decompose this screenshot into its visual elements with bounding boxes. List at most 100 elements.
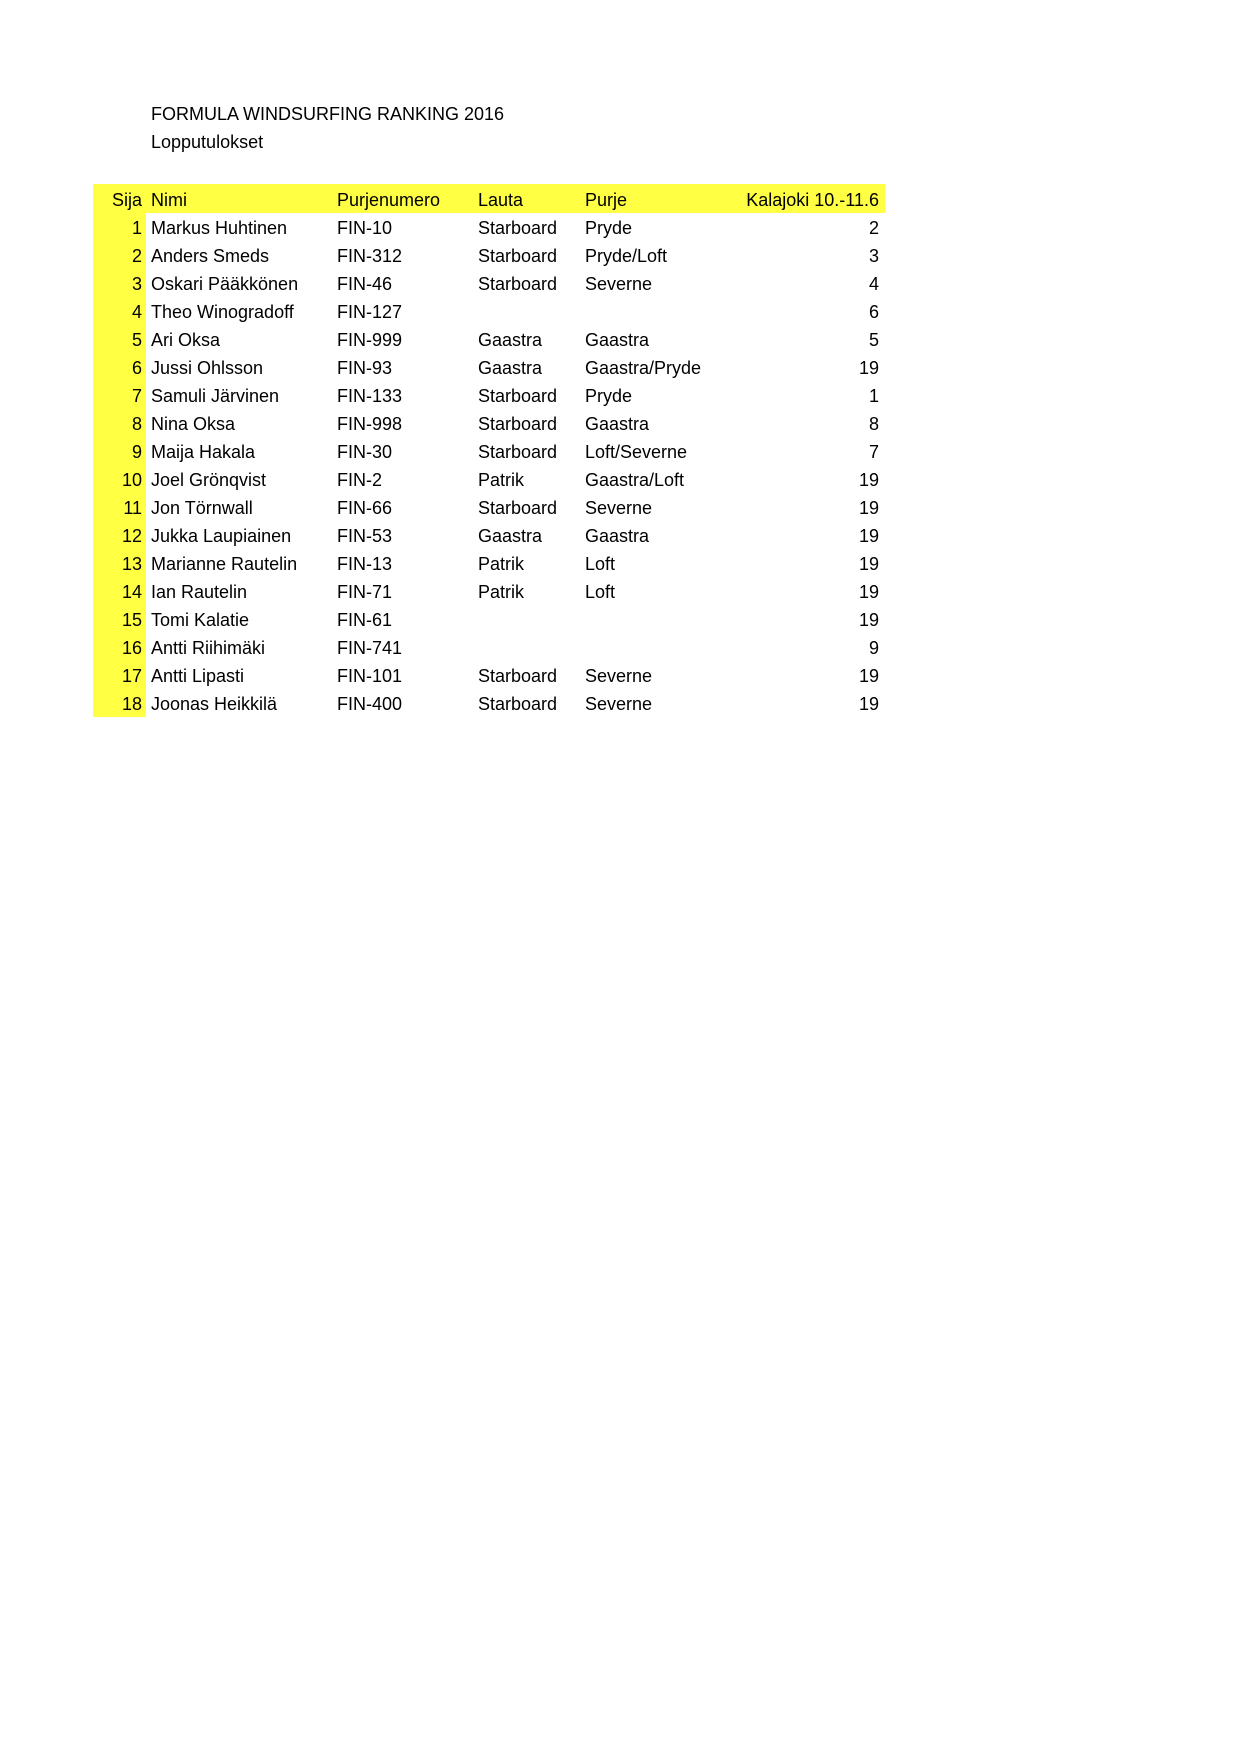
cell-purje: Pryde xyxy=(585,218,633,238)
cell-kalajoki: 19 xyxy=(858,610,879,630)
cell-sija: 14 xyxy=(121,582,142,602)
cell-purjenumero: FIN-998 xyxy=(337,414,403,434)
cell-sija: 16 xyxy=(121,638,142,658)
cell-lauta: Gaastra xyxy=(478,330,543,350)
cell-sija: 2 xyxy=(131,246,142,266)
cell-sija: 13 xyxy=(121,554,142,574)
cell-sija: 18 xyxy=(121,694,142,714)
cell-nimi: Antti Riihimäki xyxy=(151,638,266,658)
cell-lauta: Patrik xyxy=(478,554,525,574)
table-row: 3 Oskari Pääkkönen FIN-46 Starboard Severne 4 xyxy=(0,270,1240,298)
cell-kalajoki: 19 xyxy=(858,554,879,574)
cell-kalajoki: 19 xyxy=(858,526,879,546)
cell-lauta: Starboard xyxy=(478,498,558,518)
cell-sija: 6 xyxy=(131,358,142,378)
cell-purjenumero: FIN-101 xyxy=(337,666,403,686)
cell-kalajoki: 3 xyxy=(868,246,879,266)
cell-sija: 11 xyxy=(123,498,142,518)
cell-lauta: Gaastra xyxy=(478,526,543,546)
cell-kalajoki: 6 xyxy=(868,302,879,322)
cell-purjenumero: FIN-46 xyxy=(337,274,393,294)
cell-nimi: Ian Rautelin xyxy=(151,582,248,602)
cell-lauta: Starboard xyxy=(478,386,558,406)
cell-sija: 1 xyxy=(131,218,142,238)
header-purjenumero: Purjenumero xyxy=(337,190,441,210)
cell-sija: 12 xyxy=(121,526,142,546)
cell-lauta: Starboard xyxy=(478,666,558,686)
table-row: 16 Antti Riihimäki FIN-741 9 xyxy=(0,634,1240,662)
cell-kalajoki: 19 xyxy=(858,358,879,378)
cell-lauta: Starboard xyxy=(478,694,558,714)
header-highlight xyxy=(93,184,885,213)
header-kalajoki: Kalajoki 10.-11.6 xyxy=(746,190,879,210)
cell-nimi: Theo Winogradoff xyxy=(151,302,294,322)
cell-purjenumero: FIN-66 xyxy=(337,498,393,518)
page-subtitle: Lopputulokset xyxy=(151,132,264,152)
cell-purje: Gaastra xyxy=(585,330,650,350)
cell-nimi: Jon Törnwall xyxy=(151,498,253,518)
table-row: 18 Joonas Heikkilä FIN-400 Starboard Severne… xyxy=(0,690,1240,718)
table-row: 1 Markus Huhtinen FIN-10 Starboard Pryde 2 xyxy=(0,214,1240,242)
cell-nimi: Samuli Järvinen xyxy=(151,386,280,406)
cell-purje: Gaastra/Pryde xyxy=(585,358,702,378)
cell-kalajoki: 19 xyxy=(858,694,879,714)
header-nimi: Nimi xyxy=(151,190,187,210)
cell-nimi: Ari Oksa xyxy=(151,330,221,350)
rank-column-highlight xyxy=(93,184,146,717)
cell-nimi: Tomi Kalatie xyxy=(151,610,250,630)
cell-kalajoki: 7 xyxy=(868,442,879,462)
cell-nimi: Maija Hakala xyxy=(151,442,256,462)
table-row: 14 Ian Rautelin FIN-71 Patrik Loft 19 xyxy=(0,578,1240,606)
cell-nimi: Oskari Pääkkönen xyxy=(151,274,299,294)
cell-lauta: Gaastra xyxy=(478,358,543,378)
cell-lauta: Starboard xyxy=(478,274,558,294)
cell-nimi: Markus Huhtinen xyxy=(151,218,288,238)
table-row: 9 Maija Hakala FIN-30 Starboard Loft/Severne… xyxy=(0,438,1240,466)
cell-sija: 17 xyxy=(121,666,142,686)
cell-purjenumero: FIN-127 xyxy=(337,302,403,322)
cell-purjenumero: FIN-741 xyxy=(337,638,403,658)
cell-sija: 3 xyxy=(131,274,142,294)
cell-lauta: Patrik xyxy=(478,470,525,490)
cell-sija: 9 xyxy=(131,442,142,462)
cell-nimi: Jukka Laupiainen xyxy=(151,526,292,546)
cell-purje: Pryde/Loft xyxy=(585,246,668,266)
cell-purje: Severne xyxy=(585,498,653,518)
table-row: 5 Ari Oksa FIN-999 Gaastra Gaastra 5 xyxy=(0,326,1240,354)
cell-purjenumero: FIN-93 xyxy=(337,358,393,378)
cell-purje: Severne xyxy=(585,694,653,714)
cell-sija: 15 xyxy=(121,610,142,630)
cell-purje: Gaastra/Loft xyxy=(585,470,685,490)
cell-sija: 4 xyxy=(131,302,142,322)
table-row: 6 Jussi Ohlsson FIN-93 Gaastra Gaastra/Pryde… xyxy=(0,354,1240,382)
table-row: 11 Jon Törnwall FIN-66 Starboard Severne 19 xyxy=(0,494,1240,522)
cell-nimi: Joonas Heikkilä xyxy=(151,694,278,714)
cell-nimi: Jussi Ohlsson xyxy=(151,358,264,378)
cell-purjenumero: FIN-61 xyxy=(337,610,393,630)
cell-purje: Gaastra xyxy=(585,414,650,434)
cell-lauta: Starboard xyxy=(478,442,558,462)
table-row: 17 Antti Lipasti FIN-101 Starboard Severne 19 xyxy=(0,662,1240,690)
header-purje: Purje xyxy=(585,190,628,210)
cell-sija: 5 xyxy=(131,330,142,350)
cell-purje: Gaastra xyxy=(585,526,650,546)
cell-sija: 7 xyxy=(131,386,142,406)
cell-lauta: Patrik xyxy=(478,582,525,602)
cell-purjenumero: FIN-71 xyxy=(337,582,393,602)
header-sija: Sija xyxy=(111,190,142,210)
cell-nimi: Antti Lipasti xyxy=(151,666,245,686)
cell-kalajoki: 19 xyxy=(858,666,879,686)
cell-purjenumero: FIN-53 xyxy=(337,526,393,546)
cell-kalajoki: 4 xyxy=(868,274,879,294)
table-row: 7 Samuli Järvinen FIN-133 Starboard Pryde 1 xyxy=(0,382,1240,410)
table-row: 12 Jukka Laupiainen FIN-53 Gaastra Gaastra 19 xyxy=(0,522,1240,550)
cell-purjenumero: FIN-2 xyxy=(337,470,382,490)
cell-purje: Severne xyxy=(585,666,653,686)
cell-kalajoki: 19 xyxy=(858,470,879,490)
cell-sija: 10 xyxy=(121,470,142,490)
cell-purjenumero: FIN-400 xyxy=(337,694,403,714)
cell-purjenumero: FIN-13 xyxy=(337,554,393,574)
table-row: 2 Anders Smeds FIN-312 Starboard Pryde/Loft 3 xyxy=(0,242,1240,270)
cell-kalajoki: 5 xyxy=(868,330,879,350)
cell-purjenumero: FIN-30 xyxy=(337,442,393,462)
